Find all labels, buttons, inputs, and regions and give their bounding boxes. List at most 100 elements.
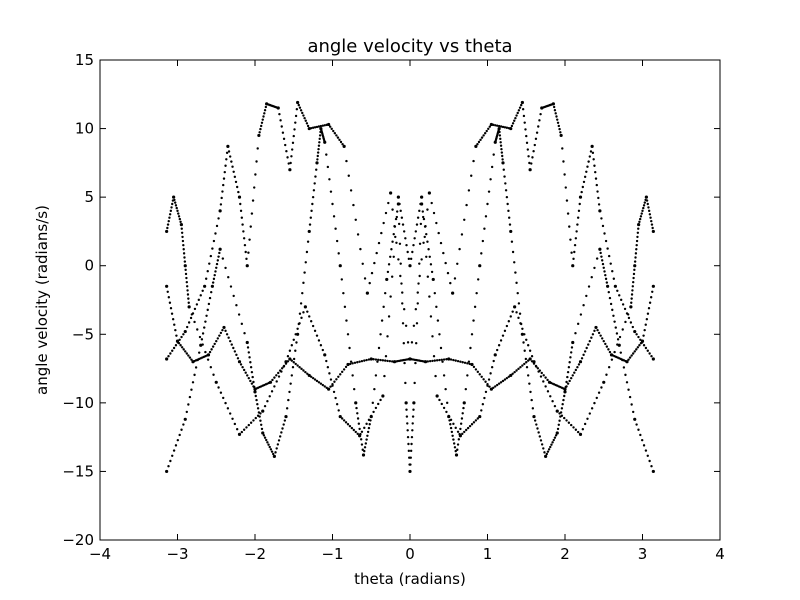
- trajectory-dot: [528, 382, 531, 385]
- trajectory-dot: [412, 408, 415, 411]
- trajectory-dot: [464, 387, 467, 391]
- trajectory-dot: [572, 257, 575, 261]
- trajectory-dot: [373, 261, 376, 265]
- trajectory-dot: [247, 251, 250, 254]
- data-point: [625, 360, 629, 364]
- trajectory-dot: [306, 124, 310, 128]
- trajectory-dot: [391, 208, 394, 211]
- data-point: [327, 122, 331, 127]
- trajectory-dot: [232, 294, 235, 298]
- trajectory-dot: [582, 180, 586, 184]
- trajectory-dot: [247, 376, 250, 380]
- trajectory-dot: [283, 419, 287, 422]
- trajectory-dot: [486, 383, 489, 386]
- trajectory-dot: [599, 334, 602, 337]
- trajectory-dot: [501, 379, 505, 383]
- trajectory-dot: [500, 147, 503, 151]
- trajectory-dot: [456, 262, 459, 265]
- trajectory-dot: [523, 362, 526, 366]
- trajectory-dot: [495, 348, 499, 352]
- trajectory-dot: [607, 254, 611, 258]
- trajectory-dot: [224, 329, 227, 333]
- data-point: [408, 469, 412, 474]
- trajectory-dot: [646, 454, 649, 457]
- trajectory-dot: [367, 358, 371, 361]
- trajectory-dot: [335, 403, 339, 406]
- trajectory-dot: [224, 164, 227, 167]
- trajectory-dot: [459, 427, 462, 431]
- trajectory-dot: [244, 250, 247, 254]
- trajectory-dot: [526, 359, 530, 362]
- trajectory-dot: [437, 231, 440, 235]
- data-point: [470, 362, 474, 367]
- trajectory-dot: [334, 396, 337, 400]
- trajectory-dot: [526, 148, 529, 151]
- trajectory-dot: [285, 150, 288, 153]
- trajectory-dot: [305, 122, 309, 125]
- trajectory-dot: [551, 441, 554, 444]
- trajectory-dot: [628, 395, 632, 399]
- trajectory-dot: [402, 307, 406, 311]
- trajectory-dot: [545, 452, 548, 456]
- trajectory-dot: [354, 430, 357, 434]
- trajectory-dot: [506, 202, 509, 206]
- trajectory-dot: [632, 280, 635, 284]
- trajectory-dot: [499, 381, 503, 384]
- trajectory-dot: [634, 252, 638, 255]
- trajectory-dot: [449, 358, 453, 361]
- trajectory-dot: [572, 426, 575, 429]
- trajectory-dot: [248, 356, 251, 359]
- data-point: [474, 144, 478, 148]
- trajectory-dot: [182, 248, 185, 251]
- trajectory-dot: [180, 346, 184, 349]
- trajectory-dot: [530, 360, 534, 363]
- trajectory-dot: [449, 423, 452, 426]
- trajectory-dot: [508, 216, 511, 219]
- trajectory-dot: [619, 351, 622, 354]
- trajectory-dot: [406, 341, 410, 344]
- trajectory-dot: [526, 344, 530, 347]
- trajectory-dot: [382, 305, 385, 309]
- trajectory-dot: [227, 336, 230, 339]
- trajectory-dot: [167, 465, 170, 468]
- trajectory-dot: [330, 127, 333, 131]
- trajectory-dot: [426, 275, 430, 278]
- trajectory-dot: [599, 251, 602, 255]
- trajectory-dot: [168, 216, 171, 219]
- trajectory-dot: [557, 423, 560, 426]
- trajectory-dot: [563, 394, 566, 398]
- trajectory-dot: [621, 303, 625, 306]
- trajectory-dot: [624, 320, 627, 324]
- trajectory-dot: [566, 212, 570, 215]
- trajectory-dot: [381, 359, 385, 362]
- trajectory-dot: [634, 256, 637, 259]
- trajectory-dot: [266, 441, 269, 444]
- trajectory-dot: [632, 352, 635, 355]
- trajectory-dot: [583, 422, 587, 426]
- trajectory-dot: [405, 408, 408, 411]
- trajectory-dot: [319, 382, 323, 385]
- trajectory-dot: [183, 260, 187, 263]
- trajectory-dot: [398, 202, 401, 206]
- trajectory-dot: [247, 351, 250, 354]
- data-point: [369, 357, 373, 361]
- trajectory-dot: [540, 443, 544, 446]
- trajectory-dot: [374, 358, 378, 361]
- trajectory-dot: [597, 391, 601, 394]
- trajectory-dot: [265, 438, 268, 442]
- trajectory-dot: [604, 342, 607, 346]
- x-tick-label: 0: [405, 545, 415, 563]
- trajectory-dot: [208, 296, 212, 300]
- trajectory-dot: [387, 315, 391, 318]
- trajectory-dot: [580, 190, 583, 194]
- trajectory-dot: [209, 254, 213, 258]
- trajectory-dot: [502, 168, 505, 171]
- data-point: [551, 102, 555, 106]
- trajectory-dot: [426, 240, 429, 243]
- trajectory-dot: [611, 308, 614, 312]
- trajectory-dot: [266, 400, 269, 403]
- trajectory-dot: [536, 427, 539, 430]
- trajectory-dot: [638, 344, 641, 347]
- data-point: [323, 140, 327, 144]
- trajectory-dot: [350, 426, 354, 430]
